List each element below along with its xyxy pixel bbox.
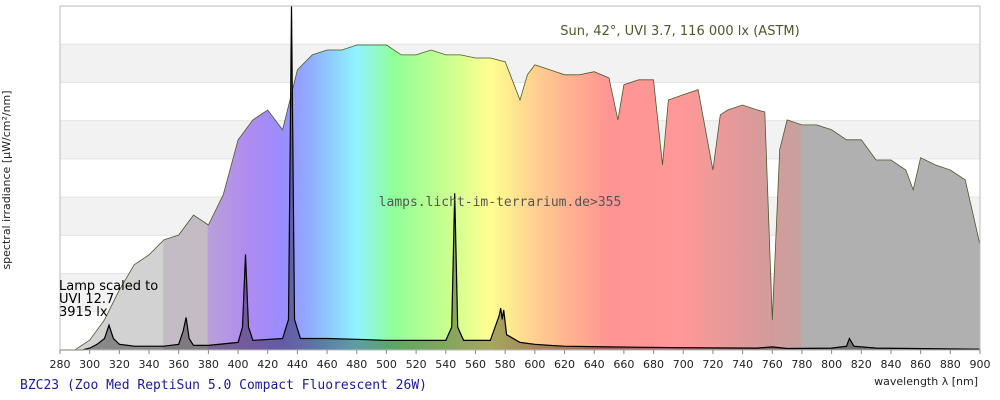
lamp-shade	[60, 6, 980, 350]
x-tick-label: 340	[139, 358, 160, 371]
x-tick-label: 520	[406, 358, 427, 371]
sun-label: Sun, 42°, UVI 3.7, 116 000 lx (ASTM)	[560, 24, 799, 39]
x-tick-label: 320	[109, 358, 130, 371]
footer: BZC23 (Zoo Med ReptiSun 5.0 Compact Fluo…	[20, 378, 427, 393]
x-tick-label: 740	[732, 358, 753, 371]
lamp-label: 3915 lx	[59, 305, 108, 320]
x-tick-label: 560	[465, 358, 486, 371]
x-tick-label: 400	[228, 358, 249, 371]
x-tick-label: 820	[851, 358, 872, 371]
sun-line	[60, 44, 981, 351]
x-tick-label: 380	[198, 358, 219, 371]
x-tick-label: 280	[50, 358, 71, 371]
plot	[60, 5, 981, 351]
x-tick-label: 440	[287, 358, 308, 371]
x-tick-label: 760	[762, 358, 783, 371]
x-tick-label: 840	[880, 358, 901, 371]
x-tick-label: 460	[317, 358, 338, 371]
x-tick-label: 300	[79, 358, 100, 371]
lamp-label: Lamp scaled to	[59, 279, 158, 294]
x-tick-label: 880	[940, 358, 961, 371]
x-tick-label: 540	[435, 358, 456, 371]
x-tick-label: 620	[554, 358, 575, 371]
x-tick-label: 720	[702, 358, 723, 371]
y-axis-label: spectral irradiance [µW/cm²/nm]	[0, 90, 13, 269]
x-tick-label: 700	[673, 358, 694, 371]
plot-frame	[59, 5, 981, 351]
x-tick-label: 420	[257, 358, 278, 371]
x-tick-label: 780	[791, 358, 812, 371]
x-tick-label: 580	[495, 358, 516, 371]
watermark: lamps.licht-im-terrarium.de>355	[379, 195, 622, 210]
x-tick-label: 660	[613, 358, 634, 371]
x-tick-label: 680	[643, 358, 664, 371]
lamp-line	[60, 5, 981, 351]
x-tick-label: 800	[821, 358, 842, 371]
x-tick-label: 600	[524, 358, 545, 371]
grid-band	[60, 44, 980, 83]
x-tick-label: 860	[910, 358, 931, 371]
lamp-label: UVI 12.7	[59, 292, 114, 307]
x-axis-label: wavelength λ [nm]	[874, 375, 978, 388]
lamp-area	[60, 6, 980, 350]
x-tick-label: 360	[168, 358, 189, 371]
x-tick-label: 640	[584, 358, 605, 371]
x-tick-label: 500	[376, 358, 397, 371]
x-tick-label: 900	[970, 358, 991, 371]
x-tick-label: 480	[346, 358, 367, 371]
